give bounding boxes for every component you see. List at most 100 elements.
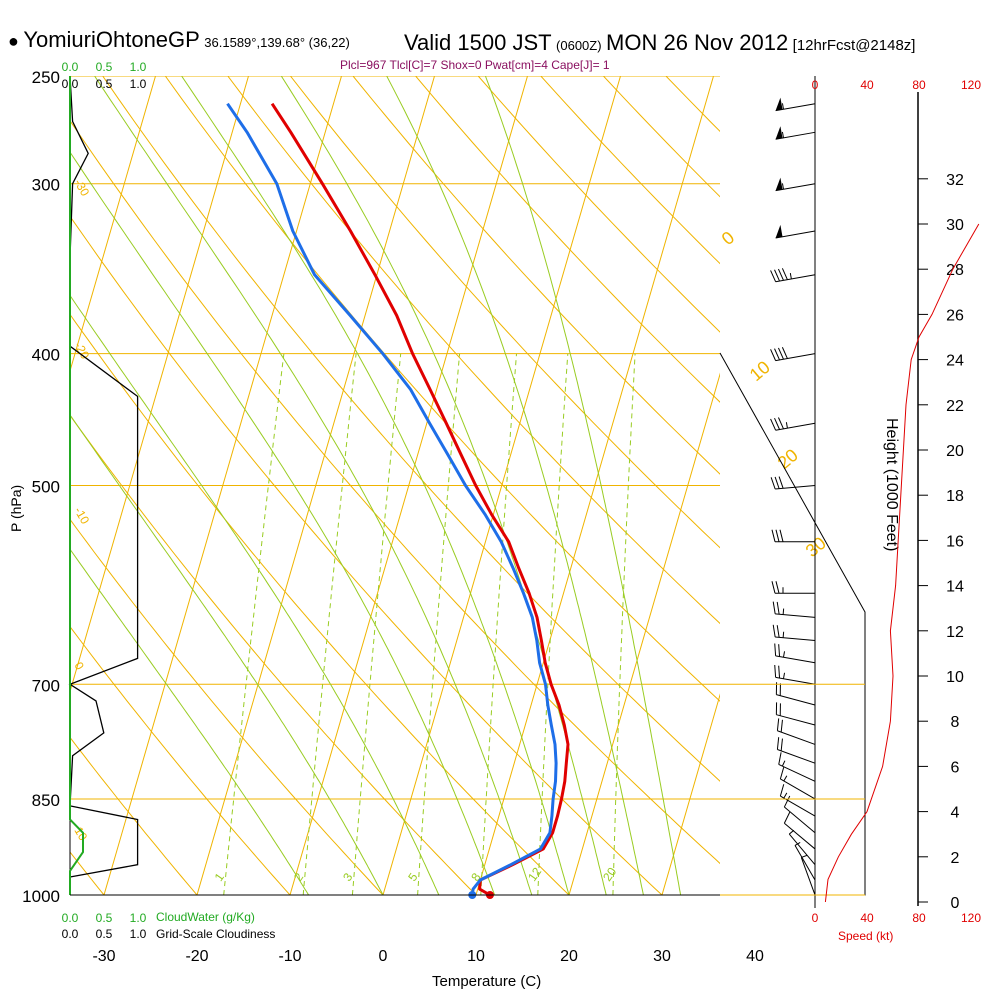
- temperature-tick-label: 0: [379, 948, 388, 965]
- temperature-tick-label: 40: [746, 948, 764, 965]
- wind-speed-tick-top: 40: [860, 78, 874, 92]
- dewpoint-profile: [226, 102, 558, 896]
- height-tick-label: 18: [946, 488, 964, 505]
- station-bullet-icon: ●: [8, 31, 19, 51]
- dry-adiabat-line: [415, 76, 720, 403]
- cloudiness-label: Grid-Scale Cloudiness: [156, 927, 276, 941]
- isotherm-line: [475, 76, 714, 895]
- wind-barb: [776, 737, 816, 764]
- stability-indices: Plcl=967 Tlcl[C]=7 Shox=0 Pwat[cm]=4 Cap…: [340, 58, 610, 72]
- wind-barb: [772, 624, 816, 641]
- wind-barb: [776, 718, 816, 745]
- dry-adiabat-line: [791, 76, 1000, 895]
- isotherm-line: [70, 76, 249, 694]
- wind-barb: [775, 224, 816, 239]
- height-tick-label: 22: [946, 398, 964, 415]
- wind-barb: [772, 601, 816, 618]
- height-tick-label: 16: [946, 533, 964, 550]
- moist-adiabat-line: [181, 76, 570, 895]
- cloud-water-tick-bottom: 0.0: [62, 911, 79, 925]
- height-tick-label: 32: [946, 172, 964, 189]
- isotherm-line: [103, 76, 342, 895]
- dry-adiabat-line: [70, 119, 720, 865]
- cloud-water-tick-bottom: 1.0: [130, 911, 147, 925]
- cloudiness-tick-bottom: 1.0: [130, 927, 147, 941]
- moist-adiabat-line: [70, 414, 384, 895]
- wind-speed-axis-title: Speed (kt): [838, 929, 894, 943]
- dry-adiabat-line: [477, 76, 720, 333]
- wind-barb: [770, 347, 816, 362]
- dry-adiabat-label: -20: [71, 340, 92, 362]
- wind-speed-tick-bottom: 120: [961, 911, 981, 925]
- dry-adiabat-label: 0: [71, 660, 87, 673]
- dry-adiabat-label: -10: [71, 505, 92, 527]
- wind-barb: [771, 529, 815, 543]
- mixing-ratio-line: [302, 353, 357, 895]
- isotherm-label: 20: [774, 445, 802, 473]
- mixing-ratio-line: [612, 353, 636, 895]
- forecast-label: [12hrFcst@2148z]: [792, 37, 916, 54]
- pressure-tick-label: 850: [32, 791, 60, 810]
- moist-adiabat-line: [70, 151, 496, 895]
- x-axis-title: Temperature (C): [432, 973, 542, 990]
- height-tick-label: 8: [951, 714, 960, 731]
- mixing-ratio-line: [480, 353, 517, 895]
- valid-utc: (0600Z): [556, 38, 602, 53]
- isotherm-label: 0: [718, 227, 739, 249]
- station-coords: 36.1589°,139.68° (36,22): [204, 35, 350, 50]
- isotherm-line: [196, 76, 435, 895]
- cloud-water-tick-top: 0.5: [96, 60, 113, 74]
- temperature-profile: [270, 102, 570, 897]
- temperature-tick-label: -20: [185, 948, 208, 965]
- height-tick-label: 12: [946, 624, 964, 641]
- wind-barb: [775, 126, 816, 140]
- wind-barb: [779, 766, 816, 800]
- wind-barb: [774, 643, 816, 664]
- moist-adiabat-line: [386, 76, 644, 895]
- cloud-water-label: CloudWater (g/Kg): [156, 910, 255, 924]
- wind-speed-tick-bottom: 0: [812, 911, 819, 925]
- dry-adiabat-line: [227, 76, 720, 625]
- dry-adiabat-line: [102, 76, 720, 782]
- height-tick-label: 6: [951, 759, 960, 776]
- height-tick-label: 20: [946, 443, 964, 460]
- temperature-tick-label: 20: [560, 948, 578, 965]
- wind-speed-tick-top: 80: [912, 78, 926, 92]
- wind-speed-tick-bottom: 40: [860, 911, 874, 925]
- dry-adiabat-line: [0, 76, 11, 895]
- wind-barb: [778, 752, 816, 782]
- pressure-tick-label: 700: [32, 676, 60, 695]
- wind-speed-tick-bottom: 80: [912, 911, 926, 925]
- moist-adiabat-line: [70, 294, 440, 895]
- mixing-ratio-line: [537, 353, 569, 895]
- isotherm-line: [289, 76, 528, 895]
- wind-barb: [783, 811, 816, 850]
- mixing-ratio-line: [417, 353, 461, 895]
- temperature-tick-label: 30: [653, 948, 671, 965]
- moist-adiabat-line: [94, 76, 533, 895]
- isotherm-line: [661, 693, 720, 895]
- background-grid: [0, 76, 1000, 895]
- height-tick-label: 26: [946, 307, 964, 324]
- dry-adiabat-line: [70, 625, 291, 895]
- moist-adiabat-line: [70, 548, 310, 895]
- wind-speed-tick-top: 0: [812, 78, 819, 92]
- dry-adiabat-line: [70, 414, 477, 895]
- pressure-tick-label: 1000: [22, 887, 60, 906]
- height-tick-label: 4: [951, 805, 960, 822]
- mixing-ratio-line: [351, 353, 402, 895]
- wind-barb: [770, 268, 816, 283]
- temperature-tick-label: -10: [278, 948, 301, 965]
- wind-barb: [775, 97, 816, 112]
- isotherm-label: 30: [802, 533, 830, 561]
- dry-adiabat-line: [352, 76, 720, 475]
- cloud-water-tick-top: 0.0: [62, 60, 79, 74]
- cloudiness-tick-top: 1.0: [130, 77, 147, 91]
- isotherm-line: [382, 76, 621, 895]
- height-tick-label: 14: [946, 579, 964, 596]
- wind-barb: [775, 177, 816, 192]
- dry-adiabat-line: [70, 736, 198, 895]
- pressure-tick-label: 400: [32, 346, 60, 365]
- wind-barb: [800, 854, 816, 896]
